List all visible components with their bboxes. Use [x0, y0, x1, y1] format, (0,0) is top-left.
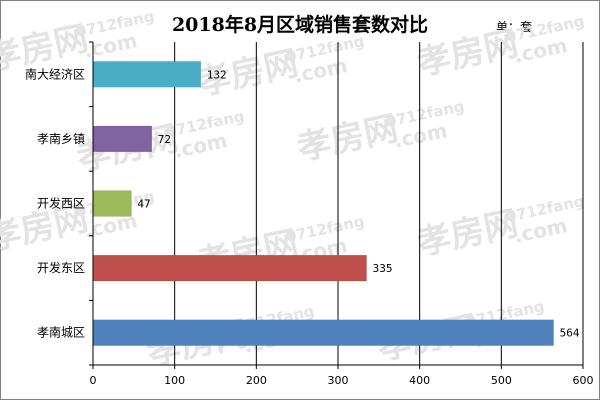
unit-label: 单：套: [495, 20, 532, 34]
x-tick-label: 400: [409, 374, 430, 387]
data-label: 72: [158, 133, 171, 146]
bar: [92, 190, 132, 217]
x-tick-label: 500: [491, 374, 512, 387]
bar: [92, 254, 367, 282]
x-tick-label: 300: [328, 374, 349, 387]
x-tick-label: 200: [246, 374, 267, 387]
bar: [92, 319, 554, 346]
category-label: 南大经济区: [25, 66, 85, 81]
data-label: 132: [207, 68, 227, 81]
category-label: 开发西区: [37, 196, 85, 211]
data-label: 47: [137, 198, 150, 211]
data-label: 564: [560, 327, 580, 340]
category-label: 开发东区: [37, 260, 85, 275]
data-label: 335: [373, 262, 393, 275]
labels: 南大经济区 132 孝南乡镇 72 开发西区 47 开发东区 335 孝南城区 564 0 100 20…: [25, 66, 594, 387]
category-label: 孝南乡镇: [37, 131, 85, 146]
gridlines: [174, 42, 584, 365]
bars: [92, 61, 554, 346]
x-tick-label: 600: [573, 374, 594, 387]
chart-title: 2018年8月区域销售套数对比: [171, 14, 429, 36]
bar: [92, 61, 202, 88]
category-label: 孝南城区: [37, 325, 85, 340]
bar: [92, 125, 153, 153]
x-tick-label: 100: [164, 374, 185, 387]
x-tick-label: 0: [90, 374, 97, 387]
axes: [89, 41, 584, 369]
